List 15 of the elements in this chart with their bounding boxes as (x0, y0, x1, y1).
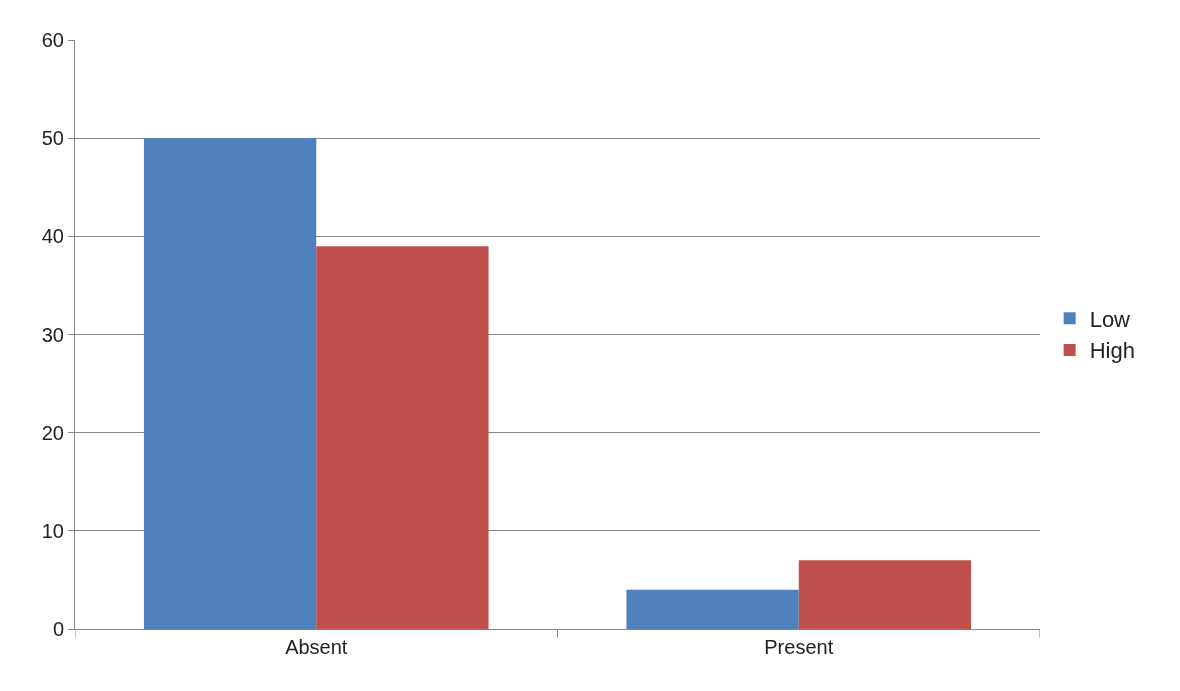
legend-label: Low (1089, 306, 1131, 332)
y-tick-label: 0 (52, 618, 64, 640)
x-tick-label: Absent (285, 636, 348, 658)
y-tick-label: 20 (41, 421, 64, 444)
y-tick-label: 30 (41, 323, 64, 346)
y-tick-label: 50 (41, 127, 64, 150)
bar (626, 589, 799, 629)
x-tick-label: Present (764, 636, 834, 658)
y-tick-label: 60 (41, 29, 64, 51)
y-tick-label: 40 (41, 225, 64, 248)
bar (798, 560, 972, 629)
y-tick-label: 10 (41, 519, 64, 542)
bar (316, 246, 489, 629)
bar (143, 138, 317, 629)
legend-label: High (1089, 338, 1135, 364)
